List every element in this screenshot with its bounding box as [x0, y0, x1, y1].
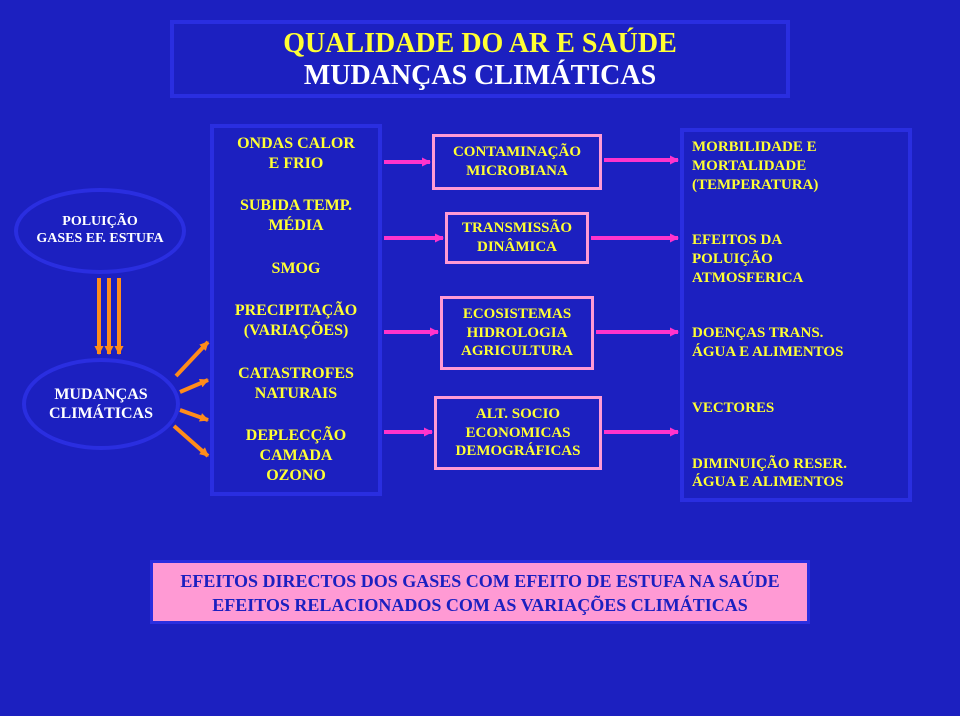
mid-line: DEMOGRÁFICAS	[455, 442, 580, 461]
mid-line: ECONOMICAS	[465, 424, 570, 443]
effect-group: EFEITOS DAPOLUIÇÃOATMOSFERICA	[692, 231, 803, 287]
driver-group: DEPLECÇÃOCAMADAOZONO	[246, 426, 346, 486]
mid-line: ECOSISTEMAS	[463, 305, 571, 324]
drivers-box: ONDAS CALORE FRIO SUBIDA TEMP.MÉDIA SMOG PR…	[210, 124, 382, 496]
driver-line: E FRIO	[237, 154, 355, 174]
driver-group: CATASTROFESNATURAIS	[238, 364, 354, 404]
title-line-2: MUDANÇAS CLIMÁTICAS	[182, 60, 778, 92]
driver-line: DEPLECÇÃO	[246, 426, 346, 446]
driver-line: SMOG	[272, 259, 321, 279]
driver-line: NATURAIS	[238, 384, 354, 404]
ellipse-line: MUDANÇAS	[54, 385, 147, 404]
mid-line: DINÂMICA	[477, 238, 557, 257]
mid-box: ALT. SOCIOECONOMICASDEMOGRÁFICAS	[434, 396, 602, 470]
mid-line: AGRICULTURA	[461, 342, 573, 361]
mid-box: TRANSMISSÃODINÂMICA	[445, 212, 589, 264]
effect-group: VECTORES	[692, 399, 774, 418]
driver-line: MÉDIA	[240, 216, 352, 236]
ellipse-poluicao: POLUIÇÃOGASES EF. ESTUFA	[14, 188, 186, 274]
driver-line: ONDAS CALOR	[237, 134, 355, 154]
effect-line: DOENÇAS TRANS.	[692, 324, 843, 343]
mid-line: ALT. SOCIO	[476, 405, 560, 424]
driver-group: SUBIDA TEMP.MÉDIA	[240, 196, 352, 236]
ellipse-mudancas: MUDANÇASCLIMÁTICAS	[22, 358, 180, 450]
mid-box: ECOSISTEMASHIDROLOGIAAGRICULTURA	[440, 296, 594, 370]
ellipse-line: POLUIÇÃO	[62, 214, 137, 231]
ellipse-line: GASES EF. ESTUFA	[36, 231, 163, 248]
effect-group: MORBILIDADE EMORTALIDADE(TEMPERATURA)	[692, 138, 818, 194]
effect-line: ATMOSFERICA	[692, 269, 803, 288]
effect-line: POLUIÇÃO	[692, 250, 803, 269]
effect-line: ÁGUA E ALIMENTOS	[692, 343, 843, 362]
effect-line: EFEITOS DA	[692, 231, 803, 250]
driver-line: PRECIPITAÇÃO	[235, 301, 357, 321]
effects-box: MORBILIDADE EMORTALIDADE(TEMPERATURA) EFE…	[680, 128, 912, 502]
slide-title-frame: QUALIDADE DO AR E SAÚDE MUDANÇAS CLIMÁTI…	[170, 20, 790, 98]
driver-group: PRECIPITAÇÃO(VARIAÇÕES)	[235, 301, 357, 341]
effect-group: DOENÇAS TRANS.ÁGUA E ALIMENTOS	[692, 324, 843, 362]
mid-line: HIDROLOGIA	[467, 324, 568, 343]
effect-line: DIMINUIÇÃO RESER.	[692, 455, 847, 474]
driver-line: CAMADA	[246, 446, 346, 466]
effect-line: MORBILIDADE E	[692, 138, 818, 157]
mid-box: CONTAMINAÇÃOMICROBIANA	[432, 134, 602, 190]
driver-group: SMOG	[272, 259, 321, 279]
footer-frame: EFEITOS DIRECTOS DOS GASES COM EFEITO DE…	[150, 560, 810, 624]
mid-line: CONTAMINAÇÃO	[453, 143, 581, 162]
effect-line: (TEMPERATURA)	[692, 176, 818, 195]
effect-line: ÁGUA E ALIMENTOS	[692, 473, 847, 492]
effect-line: MORTALIDADE	[692, 157, 818, 176]
driver-line: OZONO	[246, 466, 346, 486]
footer-line-2: EFEITOS RELACIONADOS COM AS VARIAÇÕES CL…	[163, 593, 797, 617]
driver-line: (VARIAÇÕES)	[235, 321, 357, 341]
footer-line-1: EFEITOS DIRECTOS DOS GASES COM EFEITO DE…	[163, 569, 797, 593]
ellipse-line: CLIMÁTICAS	[49, 404, 153, 423]
mid-line: MICROBIANA	[466, 162, 568, 181]
mid-line: TRANSMISSÃO	[462, 219, 572, 238]
driver-line: CATASTROFES	[238, 364, 354, 384]
effect-line: VECTORES	[692, 399, 774, 418]
effect-group: DIMINUIÇÃO RESER.ÁGUA E ALIMENTOS	[692, 455, 847, 493]
title-line-1: QUALIDADE DO AR E SAÚDE	[182, 28, 778, 60]
driver-group: ONDAS CALORE FRIO	[237, 134, 355, 174]
driver-line: SUBIDA TEMP.	[240, 196, 352, 216]
